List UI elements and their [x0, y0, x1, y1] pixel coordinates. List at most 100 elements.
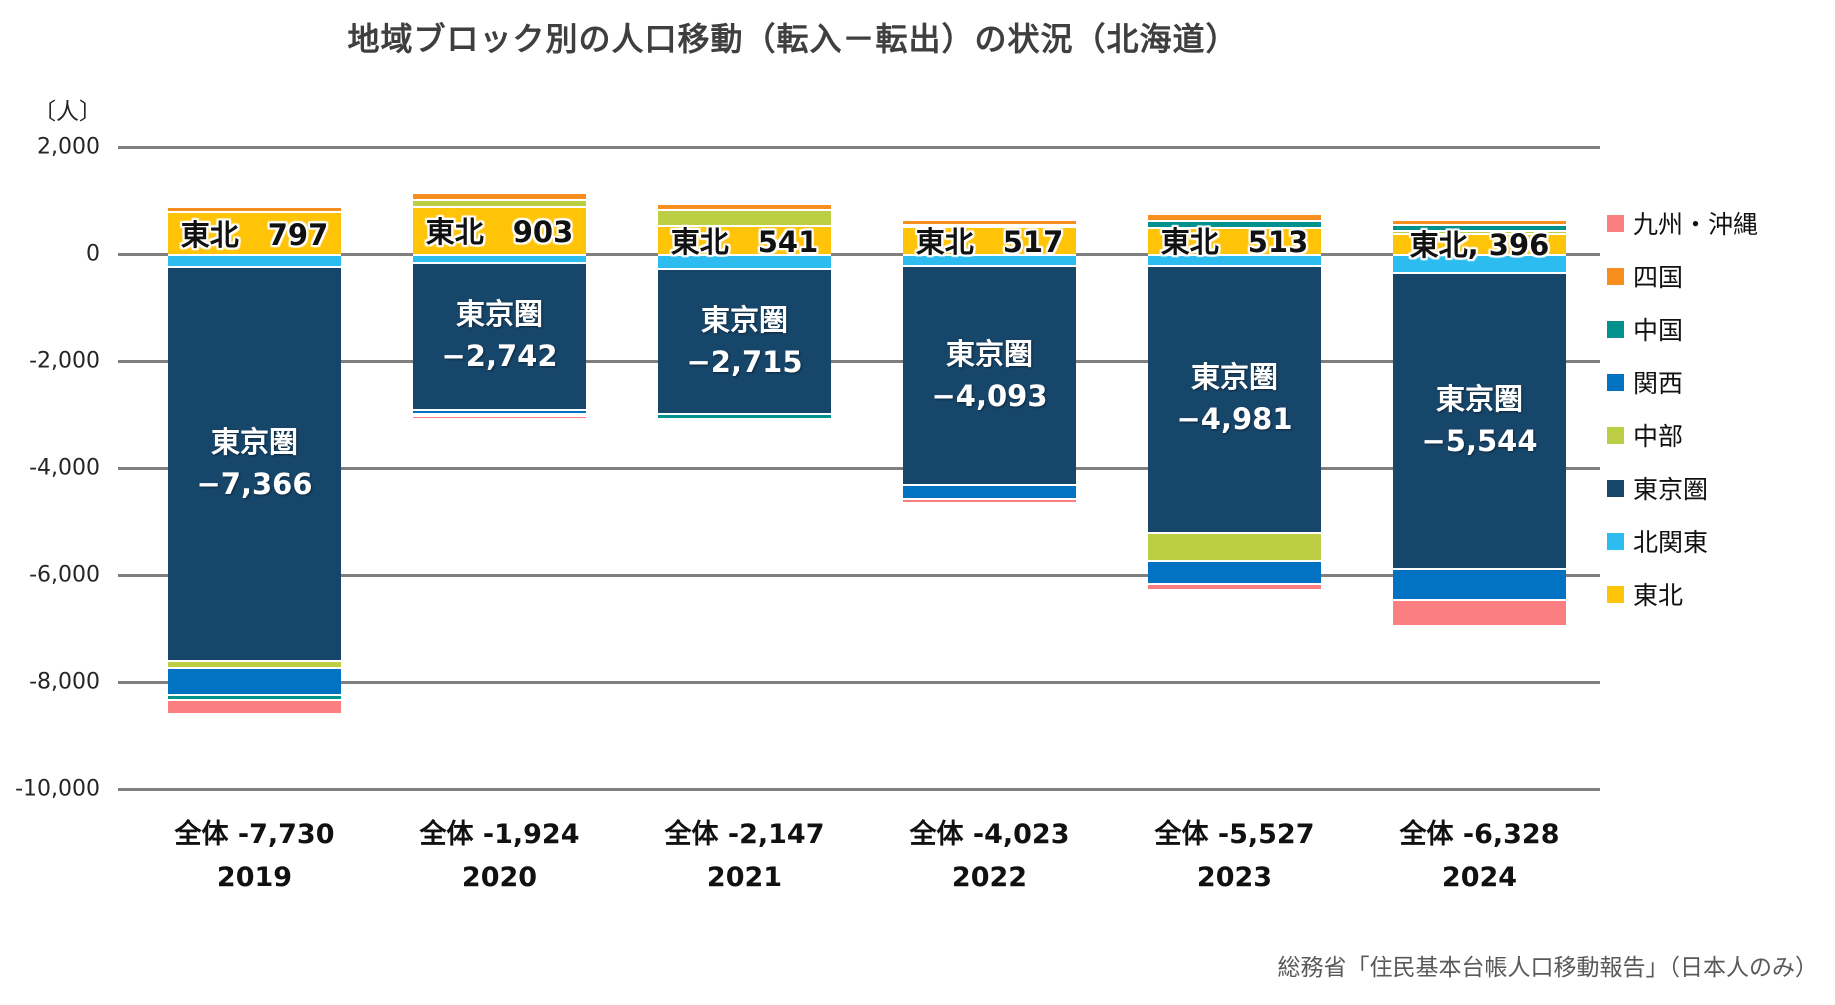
x-axis-label-2024: 全体 -6,328 2024 [1350, 818, 1610, 895]
legend-item-kitakanto: 北関東 [1607, 523, 1708, 559]
bar-segment-chubu-2020 [413, 198, 586, 206]
legend-item-kyushu-okinawa: 九州・沖縄 [1607, 205, 1758, 241]
bar-segment-kitakanto-2019 [168, 254, 341, 267]
year-label-2024: 2024 [1441, 861, 1518, 893]
tokyoken-name: 東京圏 [700, 302, 788, 337]
year-label-2021: 2021 [706, 861, 783, 893]
y-tick-label--4000: -4,000 [29, 455, 100, 481]
legend-item-tohoku: 東北 [1607, 576, 1683, 612]
legend-label-tokyoken: 東京圏 [1633, 475, 1709, 504]
tokyoken-name: 東京圏 [1435, 381, 1523, 416]
legend-item-shikoku: 四国 [1607, 258, 1683, 294]
bar-label-tohoku-2022: 東北 517 [915, 225, 1064, 260]
legend-label-chubu: 中部 [1633, 422, 1684, 451]
tokyoken-value: −5,544 [1421, 423, 1538, 458]
bar-label-tokyoken-2020: 東京圏 −2,742 [413, 262, 586, 409]
bar-segment-tohoku-2022 [903, 226, 1076, 254]
bar-segment-shikoku-2022 [903, 221, 1076, 225]
gridline-0 [118, 252, 1600, 256]
gridline--10000 [118, 787, 1600, 791]
bar-segment-tohoku-2021 [658, 225, 831, 254]
bar-segment-tokyoken-2019 [168, 266, 341, 661]
tokyoken-value: −7,366 [196, 467, 313, 502]
gridline--2000 [118, 359, 1600, 363]
bar-segment-kyushu-okinawa-2024 [1393, 599, 1566, 626]
bar-segment-chugoku-2023 [1148, 219, 1321, 227]
legend-swatch-chugoku [1607, 320, 1624, 338]
tokyoken-value: −2,742 [441, 339, 558, 374]
tokyoken-name: 東京圏 [1190, 360, 1278, 395]
source-note: 総務省「住民基本台帳人口移動報告」（日本人のみ） [1277, 955, 1819, 981]
x-axis-label-2022: 全体 -4,023 2022 [860, 818, 1120, 895]
legend-swatch-kitakanto [1607, 532, 1624, 550]
legend-label-kyushu-okinawa: 九州・沖縄 [1633, 210, 1759, 239]
year-label-2023: 2023 [1196, 861, 1273, 893]
bar-segment-kitakanto-2022 [903, 254, 1076, 266]
legend-swatch-tokyoken [1607, 479, 1624, 497]
bar-segment-chubu-2019 [168, 660, 341, 668]
total-label-2021: 全体 -2,147 [664, 819, 825, 850]
bar-segment-kyushu-okinawa-2023 [1148, 582, 1321, 589]
bar-label-tokyoken-2023: 東京圏 −4,981 [1148, 265, 1321, 531]
legend-swatch-tohoku [1607, 585, 1624, 603]
bar-label-tohoku-2020: 東北 903 [425, 214, 574, 249]
total-label-2024: 全体 -6,328 [1399, 819, 1560, 850]
legend-item-chugoku: 中国 [1607, 311, 1683, 347]
tokyoken-value: −4,981 [1176, 402, 1293, 437]
bar-segment-chugoku-2024 [1393, 224, 1566, 230]
y-axis-unit-label: 〔人〕 [33, 99, 102, 125]
x-axis-label-2019: 全体 -7,730 2019 [125, 818, 385, 895]
legend-swatch-chubu [1607, 426, 1624, 444]
legend-swatch-shikoku [1607, 267, 1624, 285]
y-tick-label--8000: -8,000 [29, 669, 100, 695]
legend-item-chubu: 中部 [1607, 417, 1683, 453]
bar-segment-shikoku-2020 [413, 193, 586, 199]
bar-segment-chugoku-2021 [658, 413, 831, 418]
legend-item-tokyoken: 東京圏 [1607, 470, 1708, 506]
bar-segment-tokyoken-2021 [658, 268, 831, 414]
legend-label-chugoku: 中国 [1633, 316, 1684, 345]
bar-segment-kansai-2024 [1393, 568, 1566, 600]
bar-segment-chubu-2022 [903, 223, 1076, 227]
tokyoken-name: 東京圏 [455, 297, 543, 332]
y-tick-label--10000: -10,000 [15, 776, 100, 802]
bar-segment-tokyoken-2020 [413, 262, 586, 409]
tokyoken-value: −4,093 [931, 378, 1048, 413]
bar-label-tohoku-2023: 東北 513 [1160, 225, 1309, 260]
bar-segment-shikoku-2021 [658, 204, 831, 209]
bar-segment-tokyoken-2022 [903, 265, 1076, 485]
bar-segment-shikoku-2023 [1148, 215, 1321, 220]
bar-segment-kyushu-okinawa-2019 [168, 699, 341, 714]
bar-segment-kansai-2020 [413, 408, 586, 413]
total-label-2020: 全体 -1,924 [419, 819, 580, 850]
legend-label-kitakanto: 北関東 [1633, 528, 1709, 557]
bar-segment-tokyoken-2024 [1393, 271, 1566, 569]
year-label-2020: 2020 [461, 861, 538, 893]
legend-swatch-kansai [1607, 373, 1624, 391]
legend-label-kansai: 関西 [1633, 369, 1684, 398]
bar-segment-chubu-2024 [1393, 229, 1566, 233]
bar-segment-kansai-2019 [168, 667, 341, 695]
bar-label-tohoku-2024: 東北, 396 [1409, 228, 1550, 263]
bar-segment-kitakanto-2021 [658, 254, 831, 269]
gridline-2000 [118, 145, 1600, 149]
bar-segment-shikoku-2024 [1393, 221, 1566, 225]
y-tick-label-0: 0 [86, 241, 100, 267]
bar-segment-kitakanto-2023 [1148, 254, 1321, 266]
tokyoken-name: 東京圏 [210, 425, 298, 460]
bar-segment-tohoku-2023 [1148, 226, 1321, 254]
bar-segment-kyushu-okinawa-2020 [413, 415, 586, 419]
legend-swatch-kyushu-okinawa [1607, 214, 1624, 232]
bar-segment-tohoku-2019 [168, 211, 341, 254]
chart-title: 地域ブロック別の人口移動（転入－転出）の状況（北海道） [347, 20, 1239, 58]
x-axis-label-2023: 全体 -5,527 2023 [1105, 818, 1365, 895]
gridline--8000 [118, 680, 1600, 684]
bar-segment-kyushu-okinawa-2022 [903, 498, 1076, 503]
bar-segment-chugoku-2019 [168, 694, 341, 700]
bar-segment-chubu-2023 [1148, 531, 1321, 560]
bar-segment-chugoku-2020 [413, 412, 586, 416]
bar-segment-kansai-2022 [903, 484, 1076, 499]
bar-label-tokyoken-2021: 東京圏 −2,715 [658, 268, 831, 413]
total-label-2022: 全体 -4,023 [909, 819, 1070, 850]
